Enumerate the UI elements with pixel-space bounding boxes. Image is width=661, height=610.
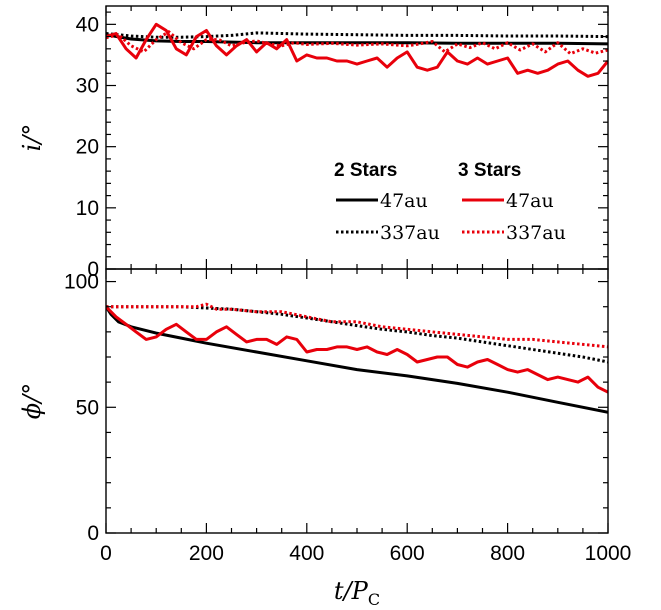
bottom-xlabel: t/PC (334, 577, 380, 609)
bottom-ylabel: ϕ/° (18, 383, 46, 419)
legend-entry-1: 47au (380, 190, 428, 212)
bottom-series-2-stars-47au (106, 305, 608, 414)
bottom-ytick-label: 50 (76, 396, 99, 419)
bottom-ytick-label: 0 (87, 522, 99, 545)
bottom-xtick-label: 800 (490, 542, 525, 565)
top-series-3-stars-337au (106, 30, 608, 56)
bottom-xtick-label: 1000 (585, 542, 632, 565)
legend-entry-2: 337au (380, 222, 440, 244)
top-ytick-label: 40 (76, 13, 99, 36)
bottom-panel: 0 50 100 ϕ/° 0 200 400 600 800 1000 t/PC (18, 268, 632, 609)
top-ytick-label: 10 (76, 197, 99, 220)
legend-header-1: 2 Stars (334, 160, 397, 181)
top-ylabel: i/° (18, 124, 46, 152)
bottom-axes-frame (105, 268, 609, 534)
top-panel: 0 10 20 30 40 i/° (18, 5, 609, 281)
bottom-xtick-label: 600 (390, 542, 425, 565)
bottom-series-2-stars-337au (106, 305, 608, 364)
top-series-3-stars-47au (106, 22, 608, 78)
top-ytick-label: 30 (76, 75, 99, 98)
legend-entry-3: 47au (506, 190, 554, 212)
top-series-2-stars-337au (106, 31, 608, 39)
top-ytick-label: 20 (76, 136, 99, 159)
legend-entry-4: 337au (506, 222, 566, 244)
bottom-series-3-stars-47au (106, 305, 608, 394)
bottom-xtick-label: 0 (100, 542, 112, 565)
bottom-series-3-stars-337au (106, 302, 608, 349)
legend: 2 Stars 3 Stars 47au 337au 47au 337au (334, 160, 566, 244)
top-ytick-label: 0 (87, 258, 99, 281)
bottom-ytick-label: 100 (64, 271, 99, 294)
legend-header-2: 3 Stars (458, 160, 521, 181)
bottom-xtick-label: 200 (189, 542, 224, 565)
bottom-xtick-label: 400 (289, 542, 324, 565)
